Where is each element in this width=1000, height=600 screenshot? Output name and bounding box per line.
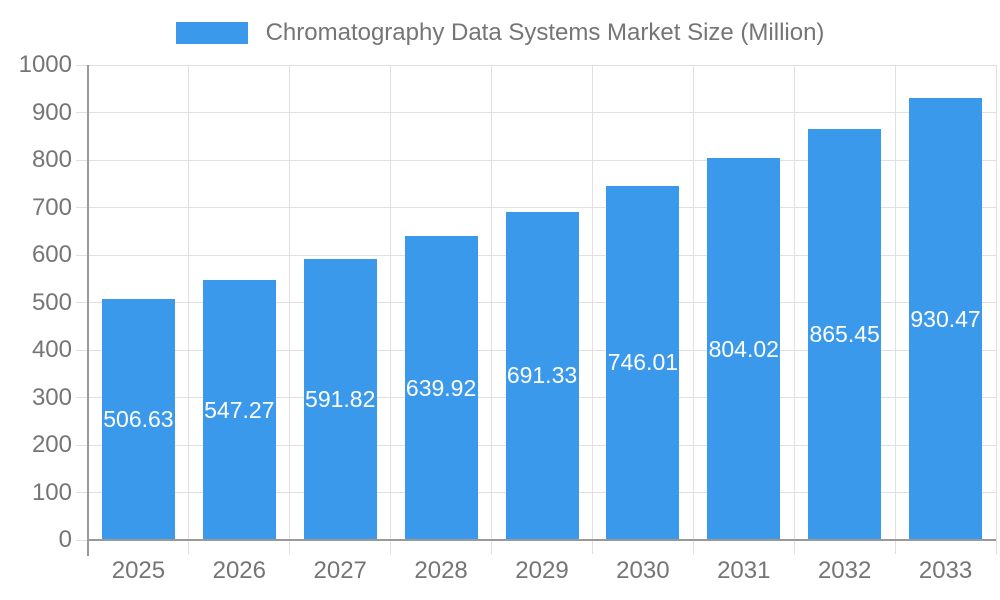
gridline-y-900 [88,112,996,113]
bar-value-label-2032: 865.45 [809,320,880,347]
bar-value-label-2025: 506.63 [103,406,174,433]
y-axis-label-500: 500 [31,288,72,316]
y-axis-label-600: 600 [31,241,72,268]
gridline-x-6 [692,65,694,540]
x-tick-5 [591,540,593,554]
x-axis-label-2032: 2032 [817,557,872,584]
y-axis-label-800: 800 [31,146,72,173]
y-tick-300 [76,397,88,398]
bar-2027[interactable]: 591.82 [303,258,377,540]
bar-2030[interactable]: 746.01 [606,185,680,540]
x-axis-label-2027: 2027 [313,557,367,584]
gridline-y-800 [88,159,996,161]
bar-value-label-2033: 930.47 [910,305,981,332]
y-tick-600 [76,254,88,256]
bar-2033[interactable]: 930.47 [909,98,983,540]
y-axis-line [86,65,89,556]
bar-2026[interactable]: 547.27 [202,280,276,540]
bar-value-label-2027: 591.82 [305,385,376,412]
bar-2028[interactable]: 639.92 [404,236,478,540]
x-axis-label-2030: 2030 [616,557,670,584]
bar-value-label-2029: 691.33 [506,362,578,389]
y-axis-label-400: 400 [31,336,72,363]
x-axis-label-2033: 2033 [918,557,973,584]
y-tick-500 [76,302,88,303]
y-tick-400 [76,349,88,351]
bar-value-label-2031: 804.02 [708,335,779,362]
gridline-x-9 [995,65,997,540]
x-axis-line [88,538,996,541]
x-axis-label-2029: 2029 [515,557,569,584]
y-tick-800 [76,159,88,161]
x-tick-4 [491,540,493,554]
legend-swatch [175,22,248,44]
gridline-y-700 [88,207,996,208]
y-axis-label-700: 700 [31,193,72,221]
gridline-x-3 [390,65,392,540]
y-tick-0 [76,539,88,541]
x-tick-7 [793,540,795,554]
y-tick-700 [76,207,88,208]
x-axis-label-2031: 2031 [717,557,771,584]
y-tick-900 [76,112,88,113]
y-axis-label-1000: 1000 [18,51,72,78]
gridline-x-5 [591,65,593,540]
bar-2032[interactable]: 865.45 [808,128,882,540]
x-axis-label-2026: 2026 [212,557,266,584]
y-tick-200 [76,444,88,446]
x-axis-label-2025: 2025 [111,557,166,584]
y-axis-label-200: 200 [31,431,72,458]
y-tick-100 [76,492,88,493]
legend[interactable]: Chromatography Data Systems Market Size … [0,18,1000,48]
bar-value-label-2030: 746.01 [607,349,679,376]
x-tick-9 [995,540,997,554]
gridline-x-8 [894,65,896,540]
gridline-x-4 [491,65,493,540]
y-axis-label-300: 300 [31,383,72,411]
x-tick-3 [390,540,392,554]
y-axis-label-100: 100 [31,478,72,506]
x-tick-8 [894,540,896,554]
x-axis-label-2028: 2028 [414,557,468,584]
y-tick-1000 [76,64,88,66]
y-axis-label-900: 900 [31,98,72,126]
x-tick-2 [289,540,291,554]
y-axis-label-0: 0 [58,526,72,553]
bar-2029[interactable]: 691.33 [505,211,579,540]
bar-value-label-2026: 547.27 [204,396,275,423]
x-tick-1 [188,540,190,554]
bar-2025[interactable]: 506.63 [101,299,175,540]
bar-2031[interactable]: 804.02 [707,158,781,540]
x-tick-6 [692,540,694,554]
gridline-x-2 [289,65,291,540]
bar-value-label-2028: 639.92 [405,374,477,401]
legend-label: Chromatography Data Systems Market Size … [265,19,825,46]
gridline-y-1000 [88,64,996,66]
gridline-x-1 [188,65,190,540]
gridline-x-7 [793,65,795,540]
